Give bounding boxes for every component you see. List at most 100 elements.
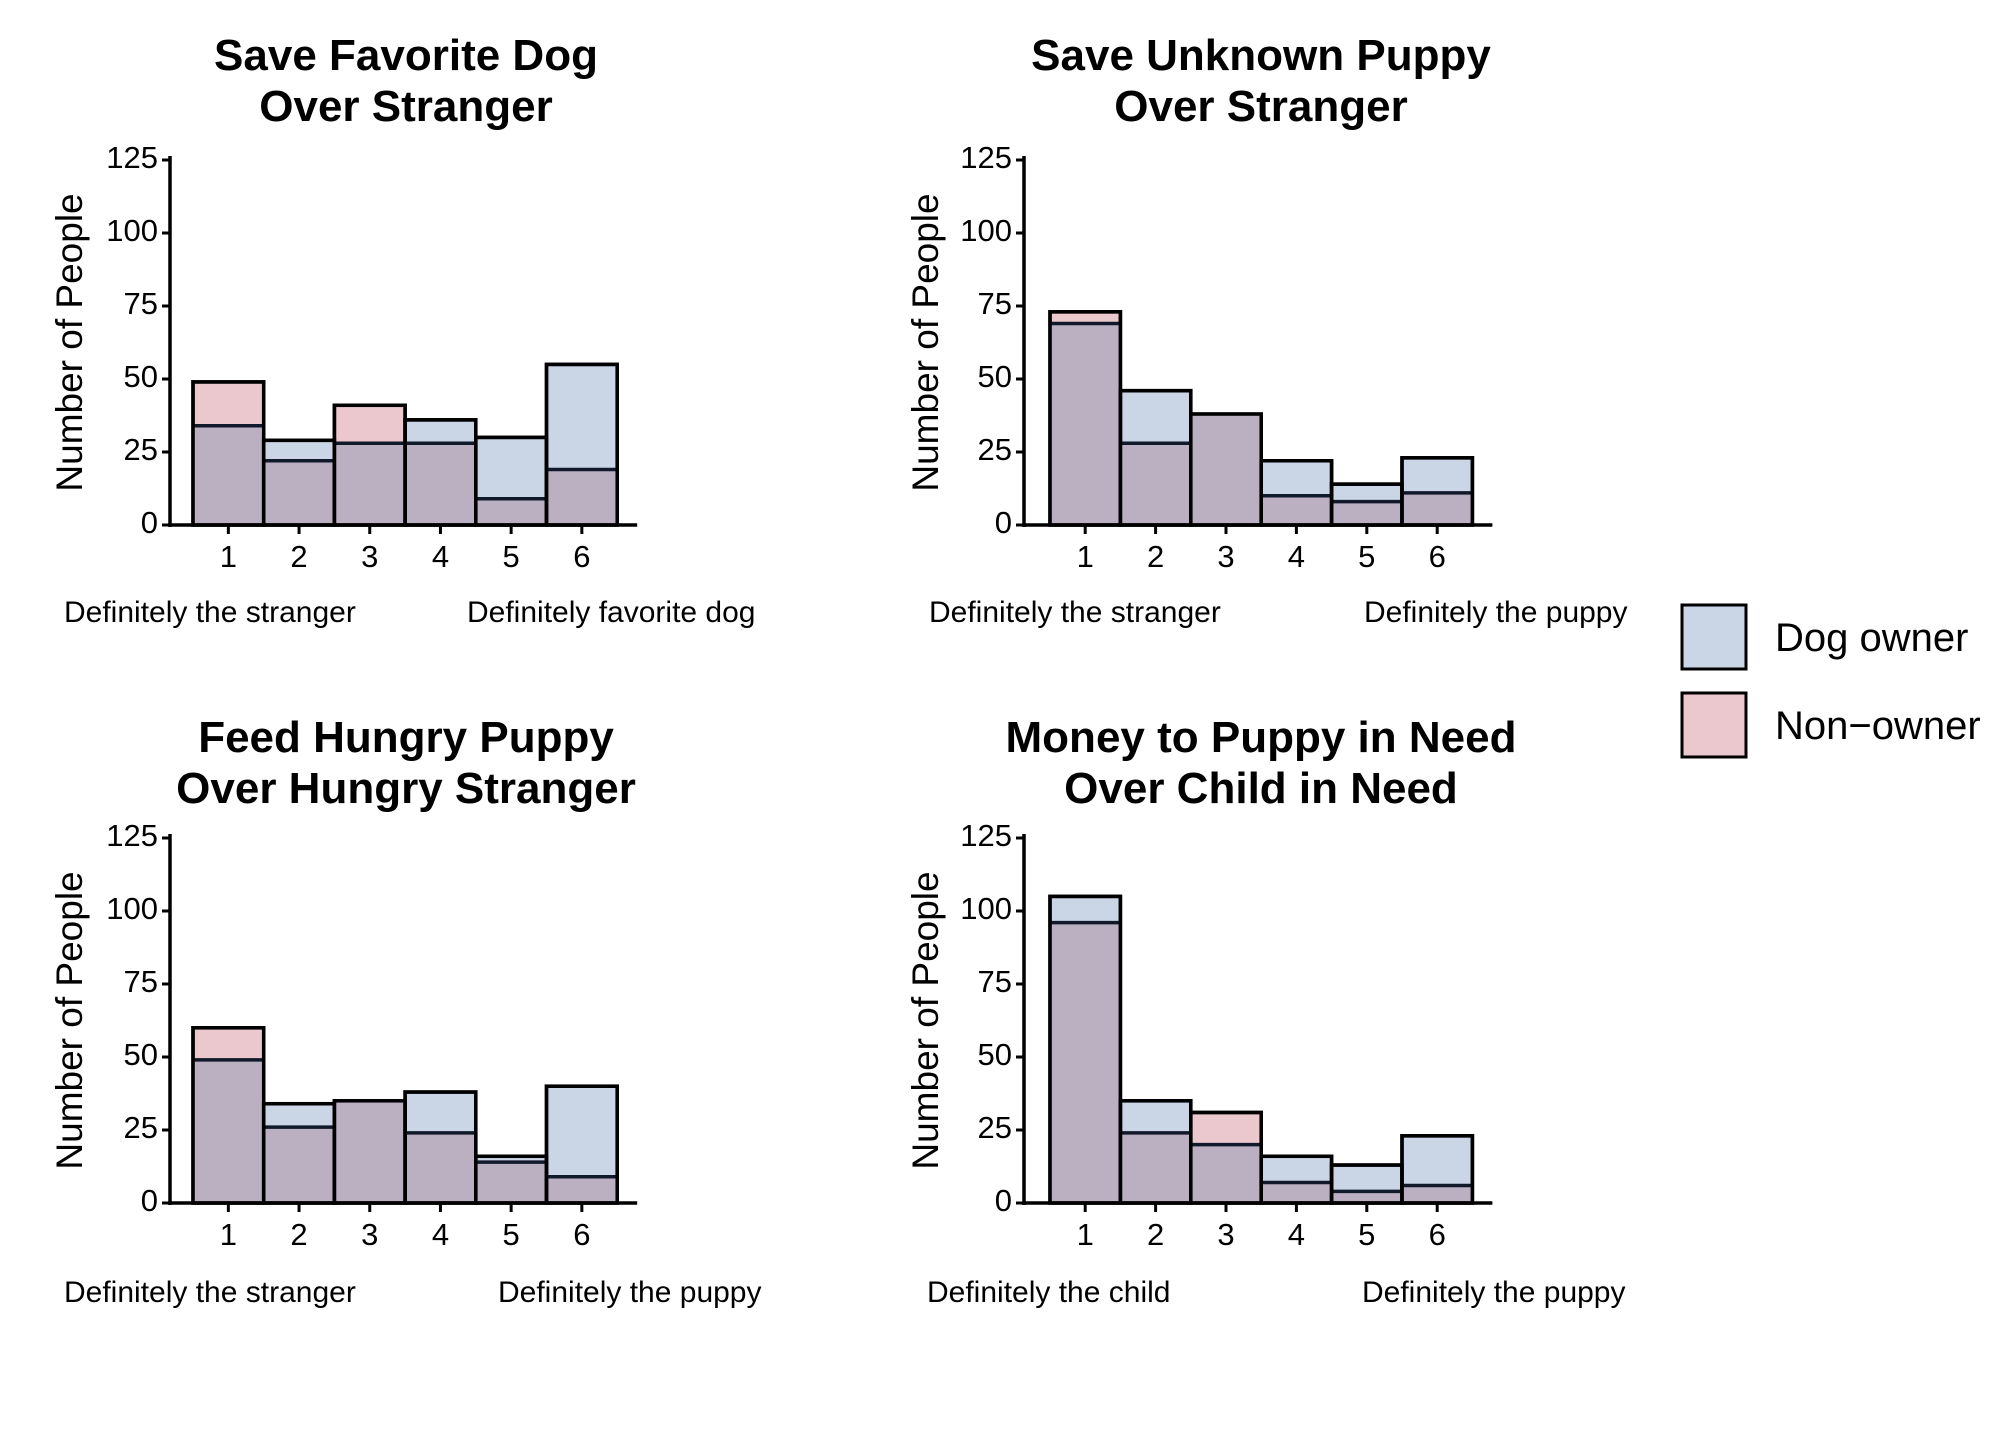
bar-non-owner — [548, 1176, 616, 1202]
bar-non-owner — [1262, 495, 1330, 524]
bar-dog-owner — [194, 425, 262, 524]
x-tick-label: 6 — [573, 1217, 590, 1252]
x-tick-label: 6 — [573, 539, 590, 574]
x-tick-label: 5 — [503, 539, 520, 574]
y-tick-label: 50 — [124, 1037, 158, 1072]
y-tick-label: 25 — [978, 432, 1012, 467]
x-tick-label: 5 — [1358, 1217, 1375, 1252]
x-tick-label: 1 — [220, 1217, 237, 1252]
y-tick-label: 0 — [141, 1183, 158, 1218]
bar-non-owner — [1403, 492, 1471, 524]
bar-non-owner — [1333, 1191, 1401, 1202]
bar-non-owner — [406, 443, 475, 524]
scale-anchor-left: Definitely the stranger — [64, 596, 356, 629]
x-tick-label: 2 — [290, 539, 307, 574]
x-tick-label: 4 — [1288, 1217, 1305, 1252]
y-tick-label: 75 — [978, 286, 1012, 321]
y-tick-label: 75 — [124, 964, 158, 999]
y-tick-label: 25 — [124, 432, 158, 467]
y-tick-label: 0 — [995, 1183, 1012, 1218]
x-tick-label: 6 — [1429, 1217, 1446, 1252]
scale-anchor-right: Definitely the puppy — [498, 1276, 762, 1309]
scale-anchor-right: Definitely the puppy — [1364, 596, 1628, 629]
y-tick-label: 125 — [960, 140, 1012, 175]
legend: Dog owner Non−owner — [1680, 603, 1981, 759]
x-tick-label: 1 — [1077, 1217, 1094, 1252]
y-tick-label: 50 — [978, 359, 1012, 394]
scale-anchor-left: Definitely the child — [927, 1276, 1170, 1309]
bar-non-owner — [1192, 414, 1260, 524]
bar-non-owner — [1122, 443, 1190, 524]
bar-non-owner — [336, 1100, 404, 1202]
chart-title-line: Feed Hungry Puppy — [198, 713, 614, 762]
x-tick-label: 1 — [220, 539, 237, 574]
chart-title-line: Over Child in Need — [1064, 764, 1458, 813]
bar-dog-owner — [336, 443, 404, 524]
y-axis-label: Number of People — [905, 871, 946, 1169]
y-tick-label: 100 — [106, 213, 158, 248]
chart-title-line: Over Hungry Stranger — [176, 764, 636, 813]
legend-item: Non−owner — [1680, 691, 1981, 759]
y-tick-label: 100 — [960, 891, 1012, 926]
x-tick-label: 3 — [1217, 539, 1234, 574]
y-axis-label: Number of People — [905, 193, 946, 491]
y-tick-label: 50 — [124, 359, 158, 394]
bar-non-owner — [1333, 501, 1401, 524]
chart-title-line: Over Stranger — [1114, 82, 1407, 131]
y-tick-label: 0 — [141, 505, 158, 540]
y-tick-label: 75 — [978, 964, 1012, 999]
x-tick-label: 4 — [432, 1217, 449, 1252]
x-tick-label: 2 — [1147, 539, 1164, 574]
legend-item: Dog owner — [1680, 603, 1968, 671]
bar-non-owner — [477, 498, 545, 524]
bar-dog-owner — [194, 1059, 262, 1202]
x-tick-label: 1 — [1077, 539, 1094, 574]
chart-title-line: Money to Puppy in Need — [1006, 713, 1517, 762]
x-tick-label: 4 — [432, 539, 449, 574]
x-tick-label: 5 — [1358, 539, 1375, 574]
x-tick-label: 3 — [361, 539, 378, 574]
y-tick-label: 125 — [106, 140, 158, 175]
bar-non-owner — [1122, 1132, 1190, 1202]
y-tick-label: 25 — [978, 1110, 1012, 1145]
x-tick-label: 6 — [1429, 539, 1446, 574]
scale-anchor-left: Definitely the stranger — [929, 596, 1221, 629]
chart-title-line: Over Stranger — [259, 82, 552, 131]
bar-non-owner — [1403, 1185, 1471, 1202]
y-tick-label: 125 — [960, 818, 1012, 853]
bar-non-owner — [1262, 1182, 1330, 1202]
y-axis-label: Number of People — [49, 871, 90, 1169]
x-tick-label: 2 — [1147, 1217, 1164, 1252]
bar-dog-owner — [1051, 323, 1119, 524]
y-tick-label: 25 — [124, 1110, 158, 1145]
bar-non-owner — [548, 469, 616, 524]
x-tick-label: 4 — [1288, 539, 1305, 574]
x-tick-label: 3 — [1217, 1217, 1234, 1252]
scale-anchor-right: Definitely favorite dog — [467, 596, 756, 629]
y-axis-label: Number of People — [49, 193, 90, 491]
legend-swatch — [1680, 603, 1748, 671]
scale-anchor-right: Definitely the puppy — [1362, 1276, 1626, 1309]
x-tick-label: 3 — [361, 1217, 378, 1252]
bar-non-owner — [265, 1127, 333, 1202]
y-tick-label: 100 — [106, 891, 158, 926]
x-tick-label: 5 — [503, 1217, 520, 1252]
y-tick-label: 125 — [106, 818, 158, 853]
legend-label: Dog owner — [1775, 616, 1968, 660]
scale-anchor-left: Definitely the stranger — [64, 1276, 356, 1309]
legend-label: Non−owner — [1775, 704, 1981, 748]
bar-non-owner — [406, 1132, 475, 1202]
bar-non-owner — [265, 460, 333, 524]
chart-title-line: Save Unknown Puppy — [1031, 31, 1491, 80]
bar-dog-owner — [1192, 1144, 1260, 1202]
y-tick-label: 0 — [995, 505, 1012, 540]
bar-non-owner — [477, 1162, 545, 1202]
bar-non-owner — [1051, 922, 1119, 1202]
y-tick-label: 100 — [960, 213, 1012, 248]
